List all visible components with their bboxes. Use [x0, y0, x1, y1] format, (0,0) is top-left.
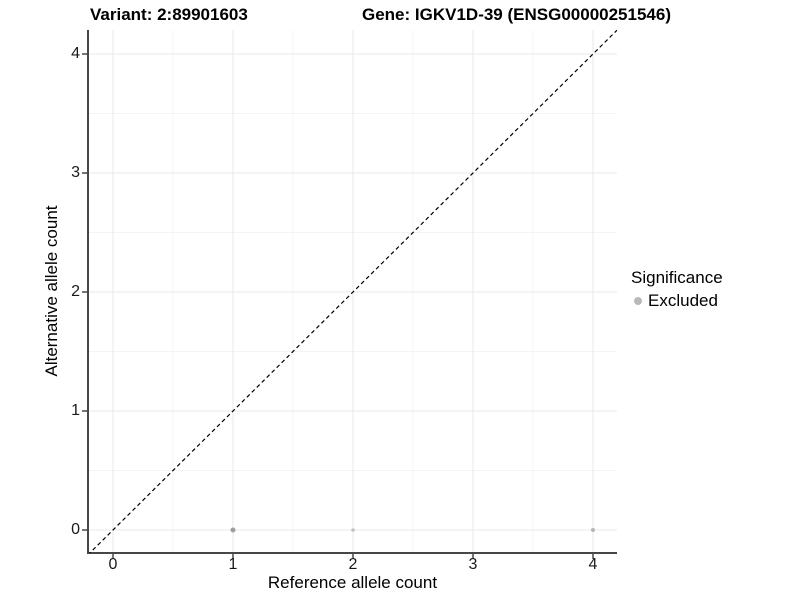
- y-tick-label-2: 2: [71, 283, 80, 300]
- legend-item-excluded: Excluded: [634, 291, 796, 311]
- identity-dashed-line: [88, 30, 617, 553]
- axis-lines: [87, 30, 617, 554]
- x-tick-label-0: 0: [108, 556, 118, 573]
- x-tick-label-3: 3: [468, 556, 478, 573]
- y-tick-label-1: 1: [71, 402, 80, 419]
- data-point: [351, 528, 355, 532]
- y-tick-label-4: 4: [71, 45, 80, 62]
- x-tick-label-2: 2: [348, 556, 358, 573]
- x-axis-title: Reference allele count: [267, 573, 438, 592]
- data-points: [230, 527, 595, 533]
- y-tick-label-0: 0: [71, 521, 80, 538]
- legend: Significance Excluded: [631, 268, 796, 311]
- excluded-dot-icon: [634, 297, 642, 305]
- y-tick-label-3: 3: [71, 164, 80, 181]
- gene-title: Gene: IGKV1D-39 (ENSG00000251546): [362, 5, 671, 24]
- legend-title: Significance: [631, 268, 723, 287]
- variant-title: Variant: 2:89901603: [90, 5, 248, 24]
- x-tick-label-4: 4: [588, 556, 598, 573]
- x-tick-label-1: 1: [228, 556, 238, 573]
- data-point: [230, 527, 236, 533]
- axis-tick-marks: [82, 53, 594, 559]
- data-point: [591, 528, 595, 532]
- legend-item-label: Excluded: [648, 291, 718, 310]
